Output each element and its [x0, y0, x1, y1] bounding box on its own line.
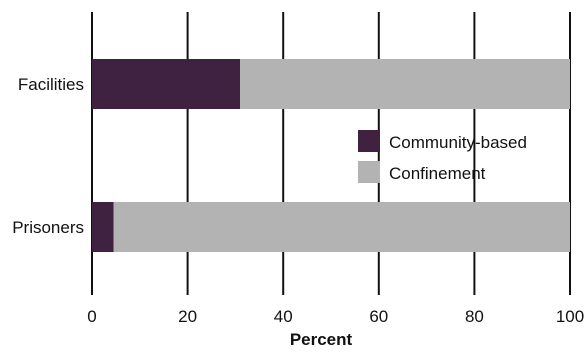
category-label-prisoners: Prisoners — [12, 218, 84, 237]
bar-facilities-confinement — [240, 59, 570, 109]
x-tick-label-60: 60 — [369, 307, 388, 326]
gridlines — [91, 12, 571, 295]
bar-prisoners-confinement — [113, 202, 570, 252]
bar-prisoners-community-based — [92, 202, 114, 252]
bars — [92, 59, 570, 252]
x-tick-label-20: 20 — [178, 307, 197, 326]
legend: Community-based Confinement — [358, 130, 527, 183]
x-tick-label-40: 40 — [274, 307, 293, 326]
x-tick-label-80: 80 — [465, 307, 484, 326]
bar-facilities-community-based — [92, 59, 241, 109]
x-tick-label-0: 0 — [87, 307, 96, 326]
legend-label-confinement: Confinement — [389, 164, 486, 183]
legend-swatch-community-based — [358, 130, 380, 152]
x-tick-labels: 0 20 40 60 80 100 — [87, 307, 584, 326]
category-labels: Facilities Prisoners — [12, 75, 84, 237]
legend-swatch-confinement — [358, 161, 380, 183]
x-tick-label-100: 100 — [556, 307, 584, 326]
legend-label-community-based: Community-based — [389, 133, 527, 152]
x-axis-title: Percent — [290, 330, 353, 349]
category-label-facilities: Facilities — [18, 75, 84, 94]
